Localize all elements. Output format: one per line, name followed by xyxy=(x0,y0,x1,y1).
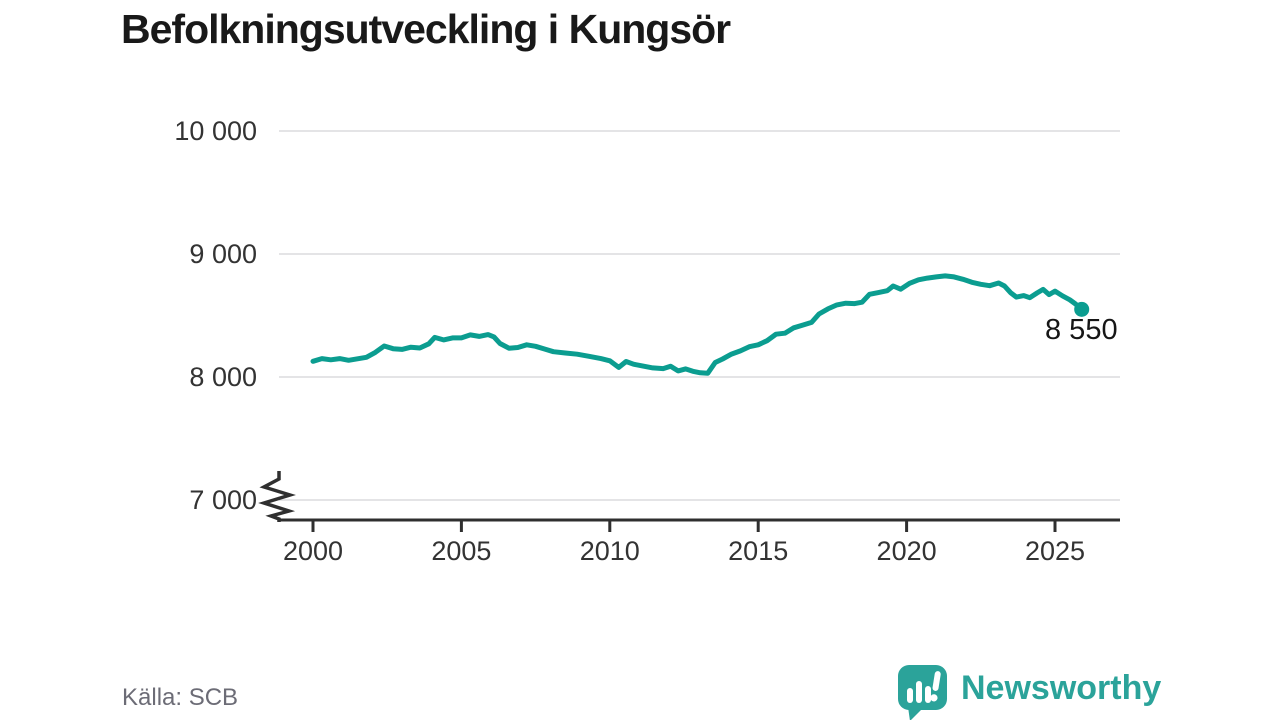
y-tick-label: 10 000 xyxy=(174,116,257,146)
x-tick-label: 2025 xyxy=(1025,536,1085,566)
page-title: Befolkningsutveckling i Kungsör xyxy=(121,6,731,52)
y-tick-label: 9 000 xyxy=(189,239,257,269)
x-tick-label: 2005 xyxy=(431,536,491,566)
axis-break-icon xyxy=(258,471,296,522)
x-tick-label: 2010 xyxy=(580,536,640,566)
x-tick-label: 2020 xyxy=(877,536,937,566)
end-point-dot xyxy=(1074,301,1090,317)
newsworthy-logo-text: Newsworthy xyxy=(961,669,1162,707)
x-tick-label: 2015 xyxy=(728,536,788,566)
x-tick-label: 2000 xyxy=(283,536,343,566)
source-note: Källa: SCB xyxy=(122,684,239,711)
latest-value-label: 8 550 xyxy=(1045,314,1118,346)
y-tick-label: 7 000 xyxy=(189,485,257,515)
population-line xyxy=(310,273,1085,376)
speech-bubble-bar-chart-icon xyxy=(898,665,947,720)
newsworthy-logo: Newsworthy xyxy=(896,663,1161,720)
y-tick-label: 8 000 xyxy=(189,362,257,392)
